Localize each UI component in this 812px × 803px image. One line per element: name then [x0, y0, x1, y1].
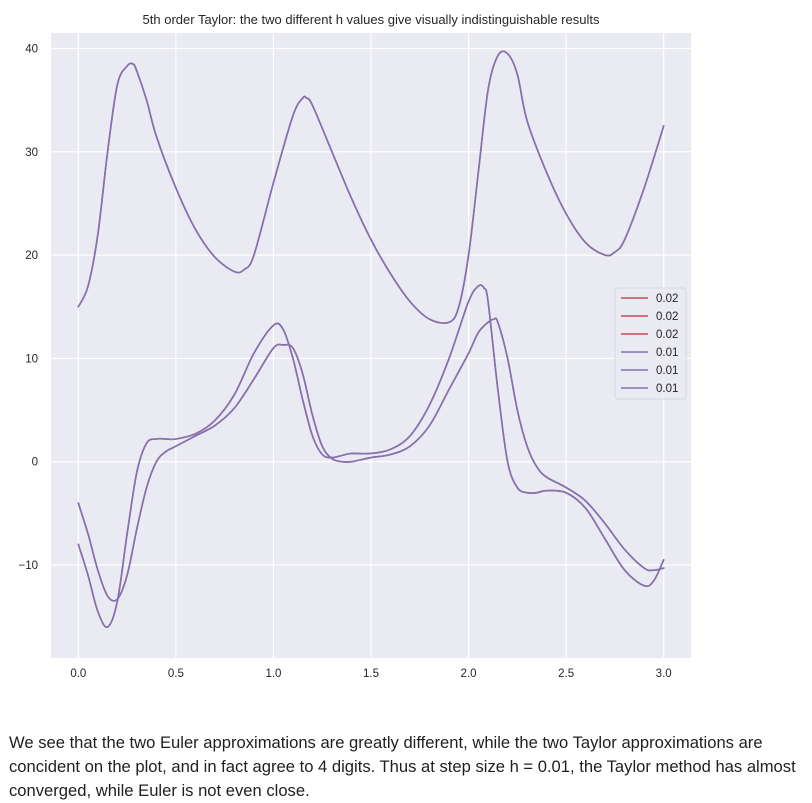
y-tick-label: −10	[18, 560, 38, 572]
legend-label: 0.01	[656, 365, 678, 377]
y-tick-label: 10	[25, 353, 38, 365]
chart: 5th order Taylor: the two different h va…	[18, 12, 691, 680]
legend-label: 0.02	[656, 329, 678, 341]
y-tick-label: 20	[25, 250, 38, 262]
legend-label: 0.02	[656, 311, 678, 323]
series-line-h001-3	[77, 50, 665, 324]
legend: 0.02 0.02 0.02 0.01 0.01 0.01	[614, 287, 687, 400]
x-tick-label: 2.5	[558, 668, 574, 680]
x-tick-label: 3.0	[656, 668, 672, 680]
legend-label: 0.02	[656, 293, 678, 305]
y-tick-label: 0	[32, 457, 38, 469]
x-tick-label: 0.5	[168, 668, 184, 680]
y-tick-label: 40	[25, 43, 38, 55]
chart-title: 5th order Taylor: the two different h va…	[143, 12, 600, 27]
x-tick-label: 0.0	[70, 668, 86, 680]
x-tick-label: 1.0	[265, 668, 281, 680]
y-tick-label: 30	[25, 147, 38, 159]
series-lines	[77, 50, 665, 628]
x-tick-label: 1.5	[363, 668, 379, 680]
x-tick-label: 2.0	[461, 668, 477, 680]
grid	[51, 33, 691, 658]
series-line-h001-4	[77, 284, 665, 628]
legend-label: 0.01	[656, 347, 678, 359]
series-line-h001-5	[77, 317, 665, 602]
caption-text: We see that the two Euler approximations…	[9, 732, 796, 800]
legend-label: 0.01	[656, 383, 678, 395]
tick-labels: 0.0 0.5 1.0 1.5 2.0 2.5 3.0 −10 0 10 20 30 40	[18, 43, 671, 680]
